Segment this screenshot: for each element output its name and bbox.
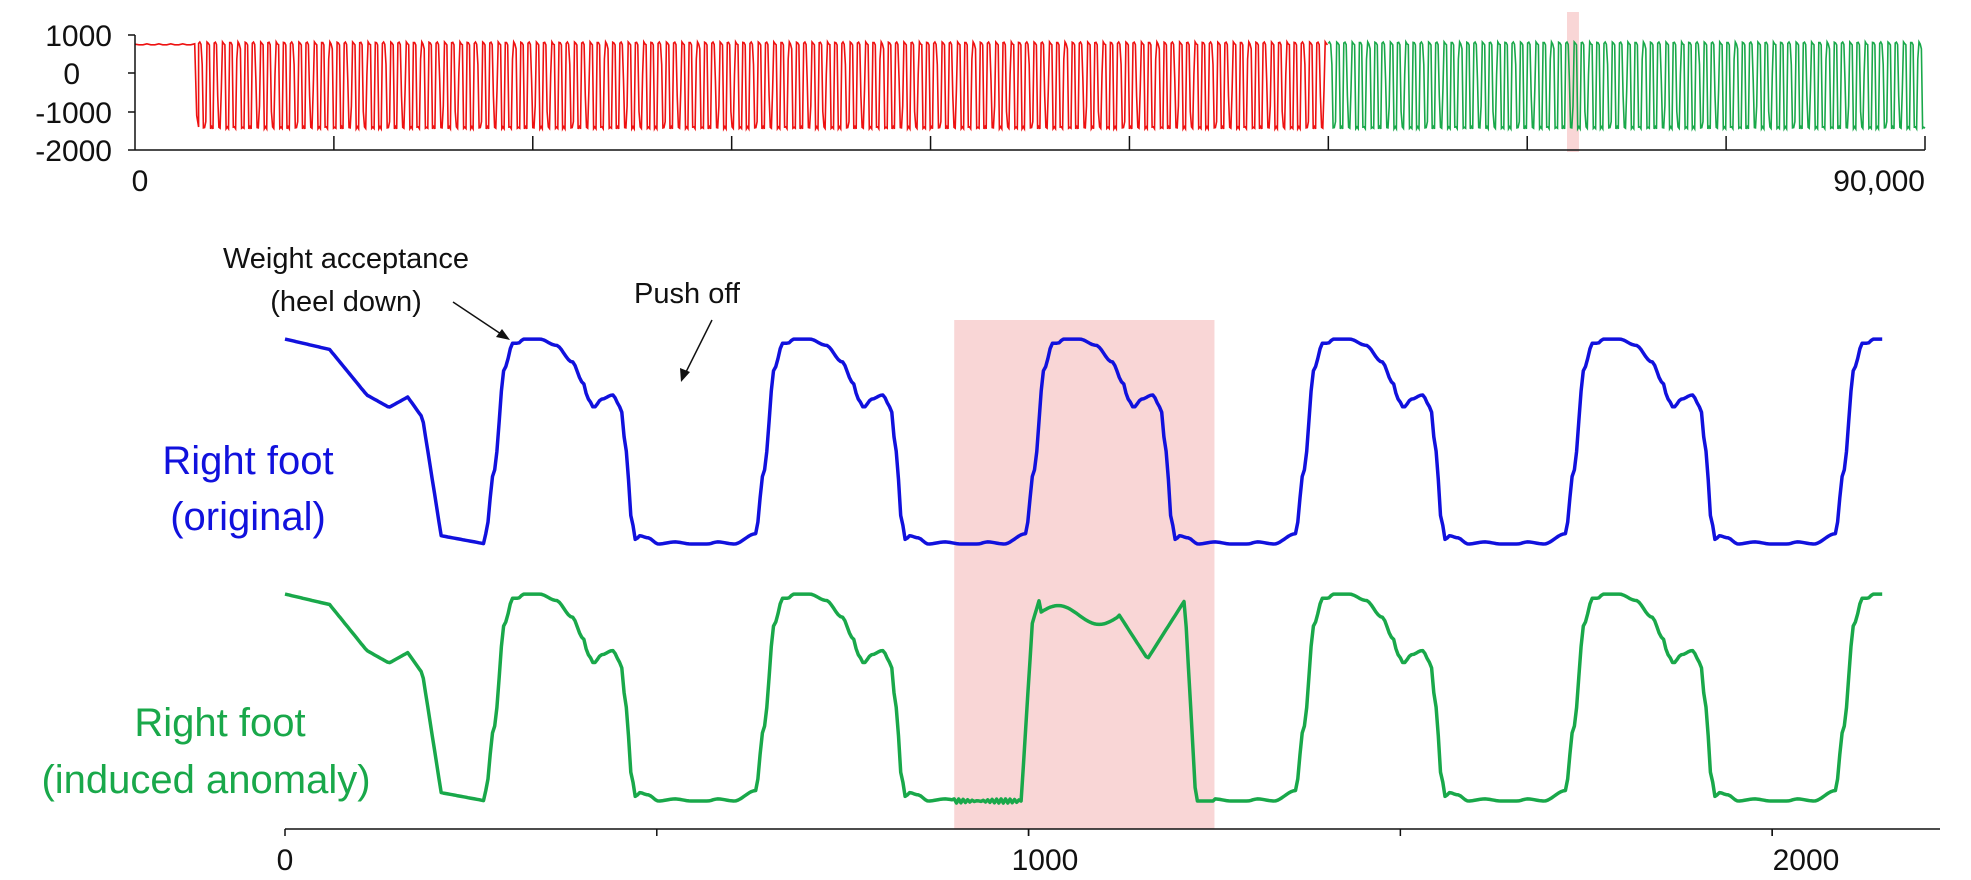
annotation-weight-acceptance: (heel down) xyxy=(270,286,422,318)
annotation-weight-acceptance: Weight acceptance xyxy=(223,243,469,275)
series-line-anomaly xyxy=(284,592,1883,805)
overview-ytick-label: 0 xyxy=(63,58,80,91)
overview-ytick-label: -1000 xyxy=(35,97,112,130)
series-label-original: (original) xyxy=(170,495,326,539)
overview-panel: 1000 0 -1000 -2000 0 90,000 xyxy=(35,12,1926,198)
annotation-arrowhead xyxy=(680,368,690,382)
overview-xtick-label: 0 xyxy=(132,165,149,198)
detail-xtick-label: 2000 xyxy=(1773,844,1840,877)
annotation-arrowhead xyxy=(496,329,510,340)
detail-x-ticks xyxy=(284,829,1773,836)
annotation-arrow xyxy=(452,301,508,339)
detail-xtick-label: 0 xyxy=(277,844,294,877)
detail-highlight-region xyxy=(954,320,1215,829)
annotation-arrow xyxy=(682,319,713,379)
overview-series xyxy=(134,39,1926,132)
overview-series-line-test xyxy=(1327,39,1926,132)
detail-panel: 0 1000 2000 Right foot (original) Right … xyxy=(41,243,1940,877)
detail-xtick-label: 1000 xyxy=(1012,844,1079,877)
series-label-anomaly: (induced anomaly) xyxy=(41,758,370,802)
overview-series-line-train xyxy=(134,39,1329,132)
overview-x-ticks xyxy=(333,136,1926,150)
series-line-original xyxy=(284,337,1883,546)
annotation-push-off: Push off xyxy=(634,278,741,310)
overview-xtick-label: 90,000 xyxy=(1833,165,1925,198)
overview-ytick-label: 1000 xyxy=(45,20,112,53)
series-label-anomaly: Right foot xyxy=(134,701,305,745)
overview-y-ticks xyxy=(128,34,135,151)
series-label-original: Right foot xyxy=(162,439,333,483)
overview-ytick-label: -2000 xyxy=(35,135,112,168)
